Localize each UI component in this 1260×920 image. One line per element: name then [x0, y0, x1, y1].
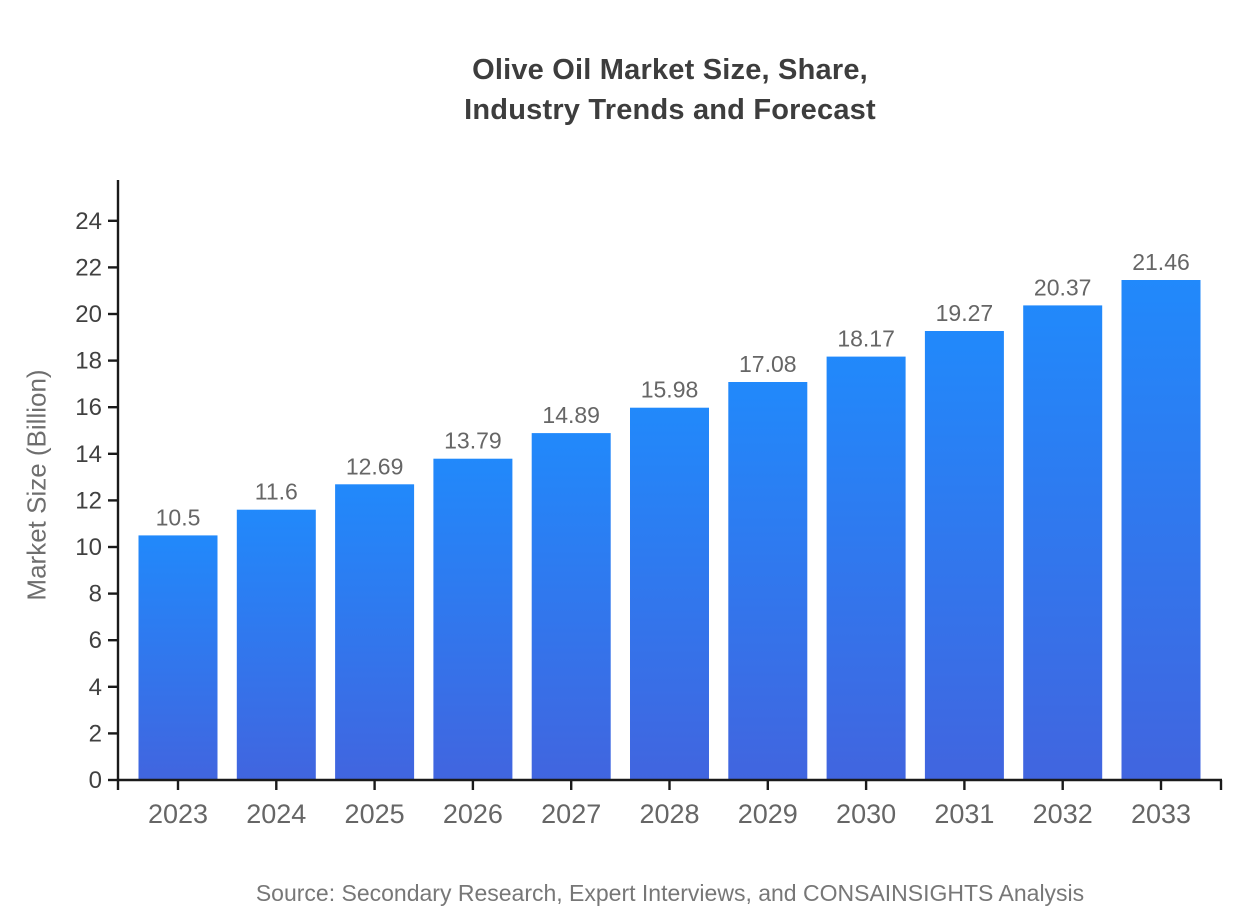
y-tick-label: 16 [75, 394, 102, 421]
bar [924, 331, 1004, 780]
bar-value-label: 13.79 [444, 428, 502, 454]
bar-value-label: 14.89 [542, 402, 600, 428]
bar-value-label: 11.6 [255, 479, 298, 505]
bar [531, 433, 611, 780]
y-tick-label: 2 [89, 720, 102, 747]
x-tick-label: 2029 [738, 799, 798, 829]
x-tick-label: 2027 [541, 799, 601, 829]
y-tick-label: 24 [75, 208, 102, 235]
y-tick-label: 18 [75, 348, 102, 375]
y-tick-label: 20 [75, 301, 102, 328]
bar-value-label: 12.69 [346, 453, 404, 479]
bar [1121, 280, 1201, 780]
y-tick-label: 4 [89, 674, 102, 701]
bar [826, 356, 906, 780]
y-axis-title: Market Size (Billion) [21, 369, 52, 601]
x-tick-label: 2024 [246, 799, 306, 829]
x-tick-label: 2032 [1033, 799, 1093, 829]
bar [433, 458, 513, 780]
bar [728, 382, 808, 780]
bar [335, 484, 415, 780]
chart-title-line2: Industry Trends and Forecast [464, 94, 876, 126]
bar-value-label: 20.37 [1034, 274, 1092, 300]
bar [138, 535, 218, 780]
x-tick-label: 2023 [148, 799, 208, 829]
y-tick-label: 14 [75, 441, 102, 468]
x-tick-label: 2030 [836, 799, 896, 829]
bar [236, 509, 316, 780]
y-tick-label: 6 [89, 627, 102, 654]
y-tick-label: 12 [75, 487, 102, 514]
chart-title-line1: Olive Oil Market Size, Share, [472, 54, 868, 86]
bar-value-label: 15.98 [641, 377, 699, 403]
y-tick-label: 10 [75, 534, 102, 561]
y-tick-label: 22 [75, 254, 102, 281]
x-tick-label: 2033 [1131, 799, 1191, 829]
y-tick-label: 8 [89, 581, 102, 608]
y-tick-label: 0 [89, 767, 102, 794]
bar-value-label: 19.27 [936, 300, 994, 326]
bar-value-label: 10.5 [156, 504, 201, 530]
x-tick-label: 2025 [345, 799, 405, 829]
chart-title: Olive Oil Market Size, Share, Industry T… [40, 50, 1260, 130]
bar [1023, 305, 1103, 780]
x-tick-label: 2028 [639, 799, 699, 829]
bar-value-label: 21.46 [1132, 249, 1190, 275]
source-note: Source: Secondary Research, Expert Inter… [255, 880, 1085, 906]
x-tick-label: 2026 [443, 799, 503, 829]
bar-value-label: 17.08 [739, 351, 797, 377]
x-tick-label: 2031 [934, 799, 994, 829]
bar [630, 407, 709, 780]
bar-value-label: 18.17 [837, 326, 895, 352]
